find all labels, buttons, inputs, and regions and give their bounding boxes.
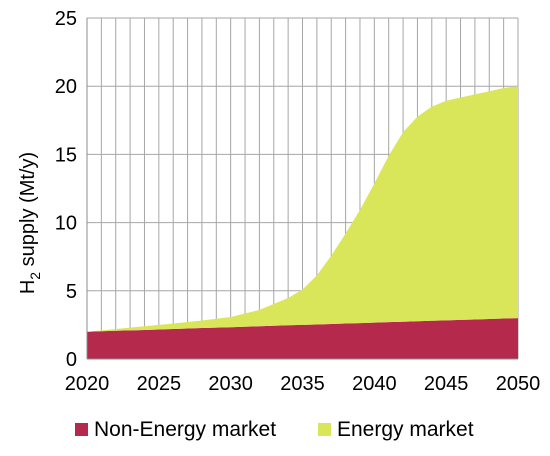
- y-axis-title-group: H2 supply (Mt/y): [17, 152, 43, 294]
- y-axis-title-rest: supply (Mt/y): [17, 152, 39, 272]
- y-tick-label: 10: [55, 213, 77, 235]
- y-axis-title-main: H: [17, 280, 39, 294]
- legend-label: Energy market: [337, 418, 474, 441]
- x-tick-label: 2035: [280, 373, 325, 395]
- x-tick-label: 2020: [65, 373, 110, 395]
- area-series-2: [87, 86, 518, 332]
- x-tick-label: 2030: [208, 373, 253, 395]
- area-series-1: [87, 318, 518, 359]
- y-tick-label: 25: [55, 8, 77, 30]
- y-tick-label: 15: [55, 144, 77, 166]
- y-axis-title-subscript: 2: [27, 272, 43, 280]
- y-tick-label: 5: [66, 281, 77, 303]
- x-tick-label: 2050: [496, 373, 541, 395]
- y-tick-label: 0: [66, 349, 77, 371]
- x-tick-label: 2040: [352, 373, 397, 395]
- x-tick-label: 2025: [137, 373, 182, 395]
- plot-areas: [87, 86, 518, 359]
- legend-swatch: [318, 423, 331, 436]
- legend-label: Non-Energy market: [94, 418, 276, 441]
- y-axis-title: H2 supply (Mt/y): [17, 152, 43, 294]
- legend-swatch: [75, 423, 88, 436]
- y-tick-label: 20: [55, 76, 77, 98]
- legend: Non-Energy market Energy market: [75, 418, 474, 441]
- x-tick-label: 2045: [424, 373, 469, 395]
